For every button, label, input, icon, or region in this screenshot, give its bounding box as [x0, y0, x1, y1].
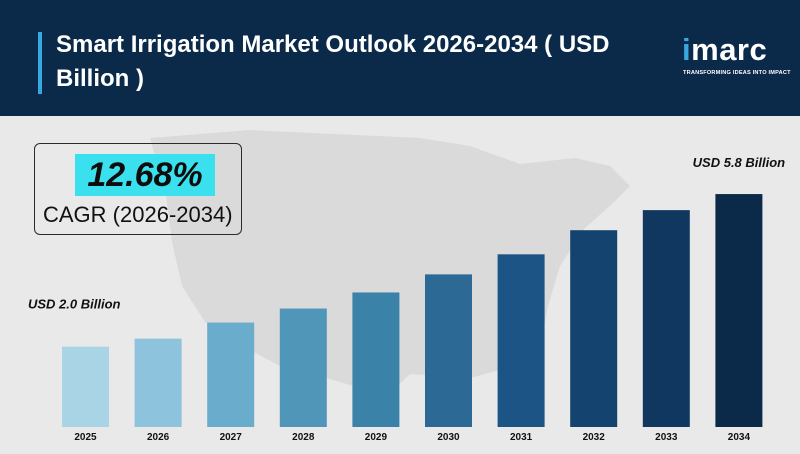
bar-chart: 2025 2026 2027 2028 2029 2030 2031 2032 2033 2034…: [28, 155, 786, 443]
x-tick-2032: 2032: [583, 432, 606, 443]
x-tick-2028: 2028: [292, 432, 315, 443]
bar-2025: [62, 346, 109, 427]
logo-wordmark: imarc: [682, 32, 767, 68]
annotation-2025: USD 2.0 Billion: [28, 297, 121, 312]
x-tick-2029: 2029: [365, 432, 388, 443]
cagr-value: 12.68%: [75, 154, 215, 196]
x-tick-2027: 2027: [220, 432, 243, 443]
bar-2033: [642, 210, 690, 427]
bar-2032: [570, 230, 618, 427]
x-tick-2034: 2034: [728, 432, 751, 443]
bar-2028: [279, 308, 327, 427]
x-tick-2033: 2033: [655, 432, 678, 443]
x-tick-2031: 2031: [510, 432, 533, 443]
bar-2034: [715, 194, 763, 427]
bar-2027: [207, 322, 255, 427]
x-tick-2030: 2030: [437, 432, 460, 443]
title-accent-bar: [38, 32, 42, 94]
logo-tagline: TRANSFORMING IDEAS INTO IMPACT: [683, 70, 791, 76]
logo-letters: marc: [691, 32, 768, 67]
bar-2031: [497, 254, 545, 427]
x-tick-2026: 2026: [147, 432, 170, 443]
logo-letter-i: i: [682, 32, 692, 67]
x-tick-2025: 2025: [74, 432, 97, 443]
cagr-label: CAGR (2026-2034): [43, 202, 233, 227]
page-title: Smart Irrigation Market Outlook 2026-203…: [56, 31, 610, 92]
annotation-2034: USD 5.8 Billion: [693, 155, 786, 170]
bar-2029: [352, 292, 400, 427]
imarc-logo: imarc TRANSFORMING IDEAS INTO IMPACT: [682, 32, 791, 82]
header-banner: Smart Irrigation Market Outlook 2026-203…: [0, 0, 800, 116]
cagr-callout: 12.68% CAGR (2026-2034): [34, 143, 242, 235]
bar-2026: [134, 338, 182, 427]
bar-2030: [425, 274, 472, 427]
